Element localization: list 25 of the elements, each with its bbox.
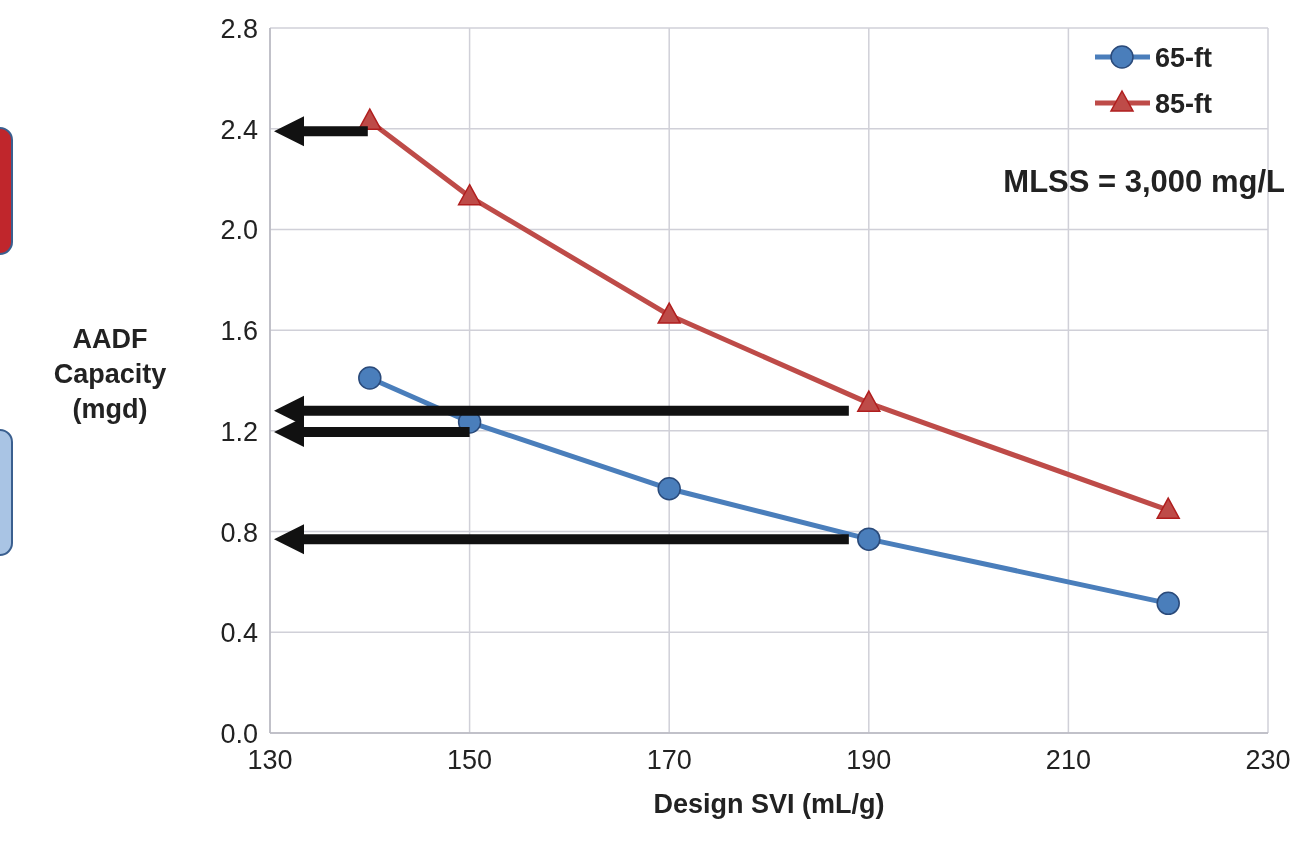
y-tick-label: 0.4 [220, 618, 258, 649]
point [657, 302, 681, 324]
x-tick-label: 190 [846, 745, 892, 775]
x-tick-label: 230 [1245, 745, 1291, 775]
x-tick-label: 170 [646, 745, 692, 775]
point [457, 183, 482, 206]
y-tick-label: 1.6 [220, 316, 258, 347]
y-tick-label: 0.8 [220, 517, 258, 548]
y-tick-label: 2.0 [220, 215, 258, 246]
x-axis-title: Design SVI (mL/g) [653, 789, 885, 819]
point [358, 366, 382, 390]
point [1156, 591, 1180, 616]
x-tick-label: 210 [1045, 745, 1091, 775]
legend-label: 85-ft [1155, 89, 1213, 119]
y-tick-label: 1.2 [220, 416, 258, 447]
point [857, 390, 881, 412]
point [657, 477, 681, 501]
y-tick-label: 2.8 [220, 14, 258, 44]
point [1156, 497, 1180, 519]
point [857, 527, 881, 551]
x-tick-label: 150 [447, 745, 493, 775]
annotation: MLSS = 3,000 mg/L [1003, 164, 1285, 199]
y-tick-label: 2.4 [220, 114, 258, 145]
y-axis-title: AADF Capacity (mgd) [53, 324, 167, 424]
legend-label: 65-ft [1155, 43, 1213, 73]
